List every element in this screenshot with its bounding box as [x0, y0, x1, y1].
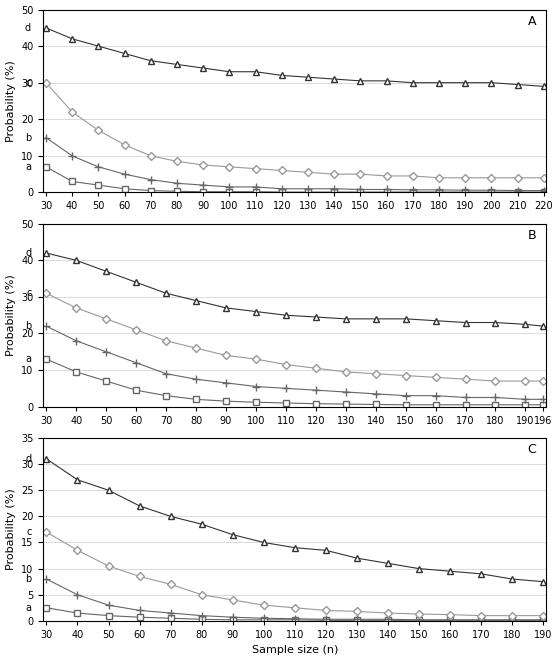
- Text: d: d: [25, 23, 31, 33]
- Text: B: B: [528, 229, 536, 243]
- Text: b: b: [25, 574, 31, 584]
- Text: c: c: [26, 288, 31, 298]
- Text: b: b: [25, 321, 31, 331]
- Text: c: c: [26, 527, 31, 537]
- Text: b: b: [25, 133, 31, 143]
- Y-axis label: Probability (%): Probability (%): [6, 488, 16, 570]
- Text: a: a: [26, 603, 31, 613]
- Y-axis label: Probability (%): Probability (%): [6, 274, 16, 356]
- X-axis label: Sample size (n): Sample size (n): [252, 645, 338, 656]
- Text: d: d: [25, 454, 31, 464]
- Text: C: C: [528, 444, 536, 457]
- Text: d: d: [25, 248, 31, 258]
- Text: c: c: [26, 78, 31, 88]
- Text: a: a: [25, 162, 31, 172]
- Text: A: A: [528, 15, 536, 28]
- Y-axis label: Probability (%): Probability (%): [6, 60, 16, 142]
- Text: a: a: [25, 354, 31, 364]
